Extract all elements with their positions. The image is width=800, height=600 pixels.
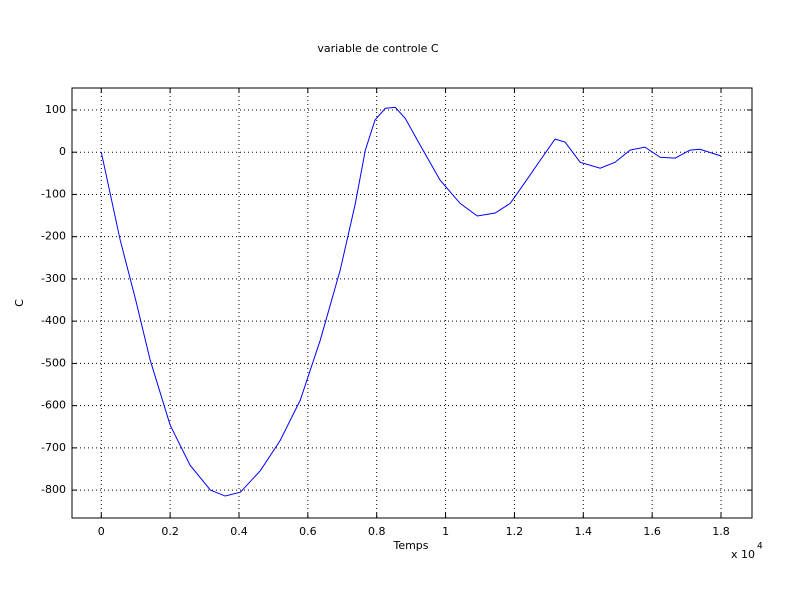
y-axis-label: C bbox=[13, 299, 26, 307]
y-tick-label: 100 bbox=[45, 103, 66, 116]
y-tick-label: -400 bbox=[41, 314, 66, 327]
y-tick-label: -100 bbox=[41, 187, 66, 200]
data-line bbox=[100, 106, 722, 497]
x-tick-label: 1.8 bbox=[712, 525, 730, 538]
y-tick-label: -600 bbox=[41, 399, 66, 412]
x-tick-label: 1.2 bbox=[506, 525, 524, 538]
x-axis-label: Temps bbox=[392, 539, 428, 552]
x-tick-label: 0.6 bbox=[299, 525, 317, 538]
y-tick-label: -500 bbox=[41, 356, 66, 369]
y-tick-label: -700 bbox=[41, 441, 66, 454]
y-tick-label: -800 bbox=[41, 483, 66, 496]
chart-title: variable de controle C bbox=[317, 42, 439, 55]
x-tick-label: 0.8 bbox=[368, 525, 386, 538]
x-tick-label: 1.4 bbox=[575, 525, 593, 538]
x-tick-label: 0 bbox=[98, 525, 105, 538]
x-tick-label: 0.2 bbox=[161, 525, 179, 538]
x-tick-label: 0.4 bbox=[230, 525, 248, 538]
x-multiplier: x 10 bbox=[731, 548, 755, 561]
x-tick-label: 1.6 bbox=[643, 525, 661, 538]
y-tick-label: -300 bbox=[41, 272, 66, 285]
y-tick-label: -200 bbox=[41, 230, 66, 243]
y-tick-label: 0 bbox=[59, 145, 66, 158]
x-multiplier-exponent: 4 bbox=[757, 542, 763, 552]
plot-frame bbox=[71, 87, 753, 519]
x-tick-label: 1 bbox=[442, 525, 449, 538]
